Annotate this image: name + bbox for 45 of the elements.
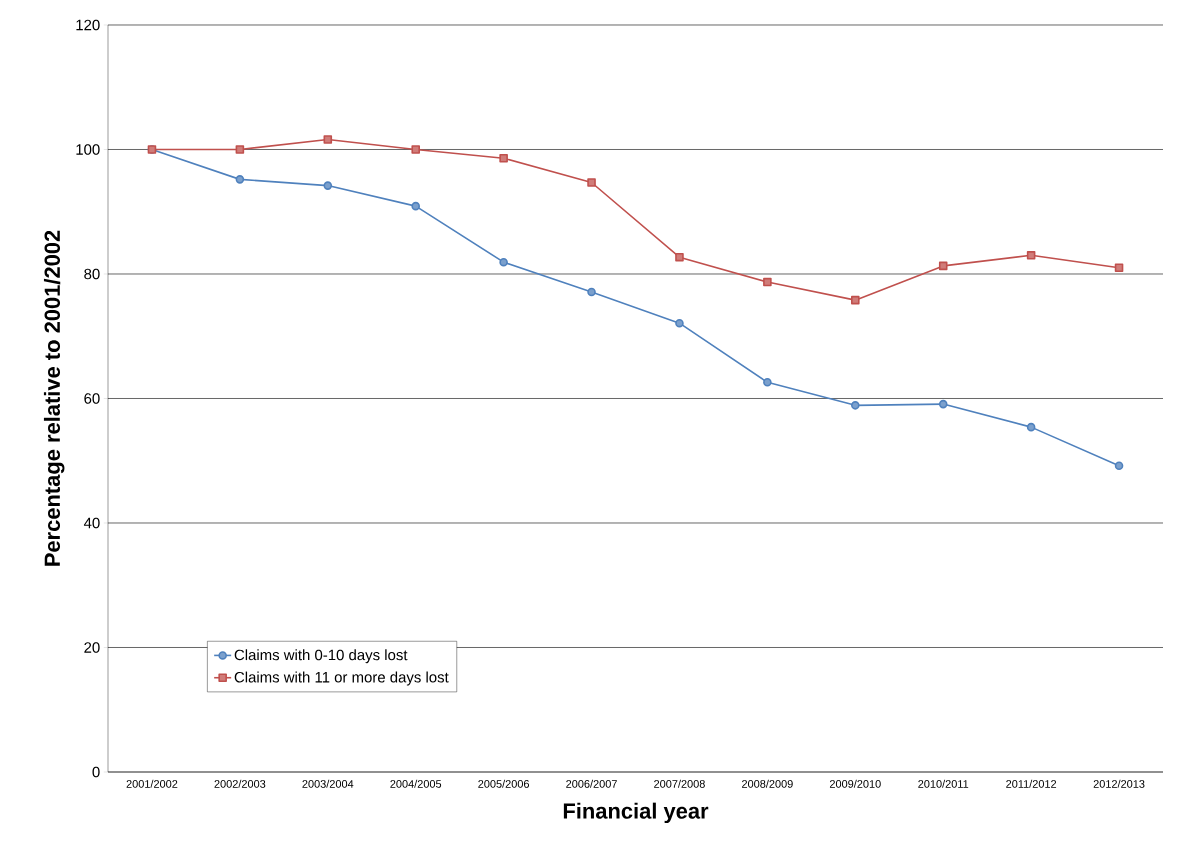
y-tick-label: 120 [76,19,100,31]
x-tick-label: 2011/2012 [1006,779,1057,788]
y-tick-label: 20 [84,642,100,653]
x-tick-label: 2009/2010 [829,779,881,788]
point [938,399,948,409]
x-tick-label: 2004/2005 [390,779,442,788]
point [235,175,245,184]
y-tick-label: 0 [92,766,100,778]
y-tick-label: 80 [84,268,100,280]
y-tick-label: 100 [76,144,100,155]
legend-label: Claims with 0-10 days lost [234,649,408,664]
x-tick-label: 2003/2004 [302,779,354,788]
point [1026,422,1036,432]
x-tick-label: 2006/2007 [566,779,617,788]
point [587,178,596,187]
x-tick-label: 2010/2011 [918,779,969,788]
y-axis-title: Percentage relative to 2001/2002 [43,230,65,566]
point [1026,251,1036,260]
point [763,378,772,387]
y-tick-label: 40 [83,517,100,529]
point [675,252,684,262]
x-tick-label: 2002/2003 [214,779,266,788]
point [763,277,772,287]
point [235,145,245,154]
x-tick-label: 2012/2013 [1093,779,1145,788]
point [499,257,508,267]
point [499,153,508,163]
x-axis-title: Financial year [563,802,709,824]
x-tick-label: 2007/2008 [654,779,705,788]
point [587,287,596,297]
point [675,318,684,328]
x-tick-label: 2005/2006 [478,779,530,788]
point [1114,263,1124,273]
point [411,201,420,211]
point [323,181,333,190]
point [323,135,333,144]
point [851,401,860,410]
legend-label: Claims with 11 or more days lost [234,671,449,686]
point [938,261,948,271]
point [1114,461,1124,471]
point [411,145,420,154]
point [851,295,860,305]
y-tick-label: 60 [84,393,100,404]
x-tick-label: 2008/2009 [742,779,793,788]
x-tick-label: 2001/2002 [126,779,178,788]
